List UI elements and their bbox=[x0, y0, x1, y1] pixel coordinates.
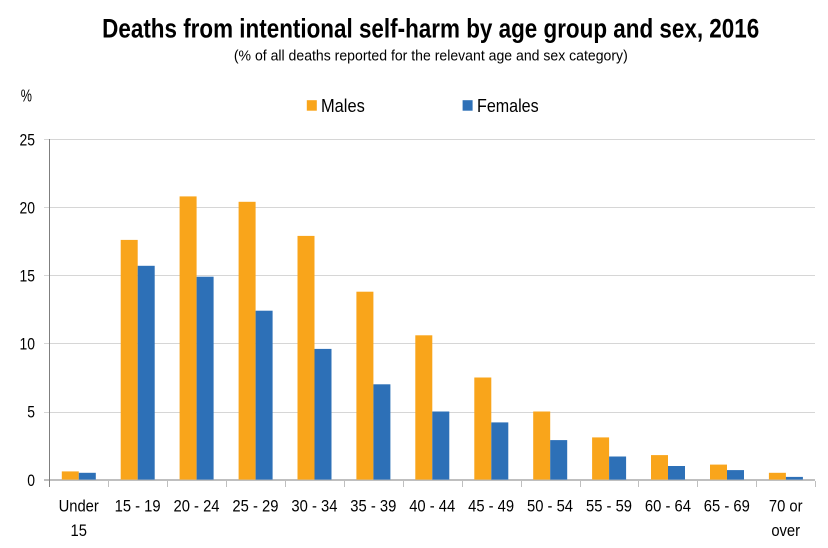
svg-text:over: over bbox=[771, 522, 800, 540]
svg-text:Males: Males bbox=[321, 95, 365, 116]
svg-text:15: 15 bbox=[70, 522, 87, 540]
svg-text:Deaths from intentional self-h: Deaths from intentional self-harm by age… bbox=[102, 15, 759, 44]
svg-text:60 - 64: 60 - 64 bbox=[645, 498, 691, 516]
svg-text:(% of all deaths reported for: (% of all deaths reported for the releva… bbox=[234, 48, 628, 65]
svg-text:Under: Under bbox=[59, 498, 100, 516]
svg-text:0: 0 bbox=[27, 472, 35, 491]
svg-text:25 - 29: 25 - 29 bbox=[232, 498, 278, 516]
svg-text:25: 25 bbox=[20, 131, 35, 150]
svg-text:30 - 34: 30 - 34 bbox=[291, 498, 337, 516]
svg-text:55 - 59: 55 - 59 bbox=[586, 498, 632, 516]
svg-text:10: 10 bbox=[20, 335, 36, 354]
svg-text:65 - 69: 65 - 69 bbox=[704, 498, 750, 516]
svg-text:20: 20 bbox=[20, 199, 36, 218]
svg-text:35 - 39: 35 - 39 bbox=[350, 498, 396, 516]
svg-text:15: 15 bbox=[20, 267, 35, 286]
svg-text:%: % bbox=[21, 86, 32, 106]
svg-text:50 - 54: 50 - 54 bbox=[527, 498, 573, 516]
svg-text:15 - 19: 15 - 19 bbox=[115, 498, 161, 516]
svg-text:70 or: 70 or bbox=[769, 498, 803, 516]
svg-text:5: 5 bbox=[27, 403, 35, 422]
svg-text:Females: Females bbox=[477, 95, 539, 116]
svg-text:20 - 24: 20 - 24 bbox=[173, 498, 219, 516]
svg-text:45 - 49: 45 - 49 bbox=[468, 498, 514, 516]
svg-text:40 - 44: 40 - 44 bbox=[409, 498, 455, 516]
